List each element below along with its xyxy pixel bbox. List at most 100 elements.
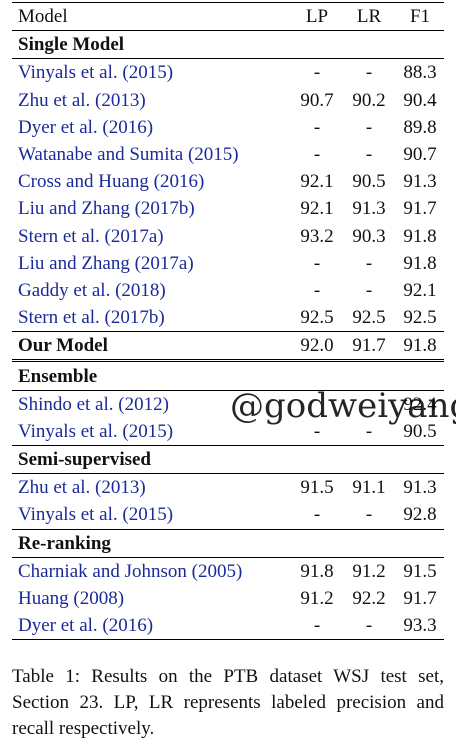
- citation-link[interactable]: Vinyals et al. (2015): [18, 420, 174, 442]
- lp-cell: -: [313, 116, 321, 138]
- table-row: Cross and Huang (2016) 92.1 90.5 91.3: [12, 168, 444, 195]
- table-row: Zhu et al. (2013) 91.5 91.1 91.3: [12, 474, 444, 502]
- lp-cell: 92.1: [300, 171, 334, 193]
- header-f1: F1: [409, 6, 431, 28]
- f1-cell: 92.1: [403, 279, 437, 301]
- model-cell: Vinyals et al. (2015): [12, 418, 292, 446]
- lr-cell: 91.3: [352, 198, 386, 220]
- lr-cell: 91.2: [352, 560, 386, 582]
- citation-link[interactable]: Shindo et al. (2012): [18, 393, 169, 415]
- citation-link[interactable]: Vinyals et al. (2015): [18, 62, 174, 84]
- citation-link[interactable]: Liu and Zhang (2017b): [18, 198, 195, 220]
- lr-cell: 91.1: [352, 477, 386, 499]
- section-heading: Re-ranking: [12, 528, 444, 558]
- table-row: Watanabe and Sumita (2015) - - 90.7: [12, 141, 444, 168]
- section-heading-row: Re-ranking: [12, 528, 444, 558]
- table-row: Huang (2008) 91.2 92.2 91.7: [12, 585, 444, 612]
- lp-cell: -: [313, 504, 321, 526]
- lr-cell: -: [365, 504, 373, 526]
- model-cell: Watanabe and Sumita (2015): [12, 141, 292, 168]
- citation-link[interactable]: Cross and Huang (2016): [18, 171, 205, 193]
- f1-cell: 90.5: [403, 420, 437, 442]
- model-cell: Dyer et al. (2016): [12, 612, 292, 641]
- section-heading: Ensemble: [12, 360, 444, 391]
- lr-cell: -: [365, 62, 373, 84]
- f1-cell: 91.3: [403, 477, 437, 499]
- f1-cell: 93.3: [396, 612, 444, 641]
- model-cell: Our Model: [12, 331, 292, 363]
- header-lp: LP: [305, 6, 329, 28]
- lr-cell: 92.5: [352, 307, 386, 329]
- lp-cell: 92.1: [300, 198, 334, 220]
- model-cell: Dyer et al. (2016): [12, 114, 292, 141]
- f1-cell: 91.7: [403, 198, 437, 220]
- lp-cell: 91.2: [300, 588, 334, 610]
- model-cell: Liu and Zhang (2017b): [12, 195, 292, 222]
- model-cell: Cross and Huang (2016): [12, 168, 292, 195]
- lp-cell: 91.5: [300, 477, 334, 499]
- table-row: Dyer et al. (2016) - - 89.8: [12, 114, 444, 141]
- lp-cell: 91.8: [300, 560, 334, 582]
- watermark: @godweiyang: [230, 386, 456, 426]
- citation-link[interactable]: Vinyals et al. (2015): [18, 504, 174, 526]
- f1-cell: 91.7: [403, 588, 437, 610]
- table-row: Liu and Zhang (2017b) 92.1 91.3 91.7: [12, 195, 444, 222]
- table-row: Gaddy et al. (2018) - - 92.1: [12, 277, 444, 304]
- lr-cell: -: [365, 144, 373, 166]
- citation-link[interactable]: Zhu et al. (2013): [18, 477, 146, 499]
- f1-cell: 92.5: [403, 307, 437, 329]
- header-model: Model: [18, 6, 68, 28]
- citation-link[interactable]: Watanabe and Sumita (2015): [18, 144, 239, 166]
- table-row: Charniak and Johnson (2005) 91.8 91.2 91.5: [12, 557, 444, 585]
- citation-link[interactable]: Dyer et al. (2016): [18, 116, 154, 138]
- section-heading-row: Single Model: [12, 30, 444, 60]
- model-cell: Huang (2008): [12, 585, 292, 612]
- section-heading-row: Ensemble: [12, 360, 444, 391]
- f1-cell: 91.3: [403, 171, 437, 193]
- table-header-row: Model LP LR F1: [12, 2, 444, 31]
- citation-link[interactable]: Gaddy et al. (2018): [18, 279, 166, 301]
- citation-link[interactable]: Stern et al. (2017b): [18, 307, 165, 329]
- section-heading: Semi-supervised: [12, 444, 444, 475]
- lp-cell: 90.7: [300, 89, 334, 111]
- table-row: Shindo et al. (2012) 92.4: [12, 390, 444, 418]
- table-body: Single Model Vinyals et al. (2015) - -88.3 Z…: [12, 30, 444, 641]
- section-heading-row: Semi-supervised: [12, 444, 444, 475]
- lp-cell: -: [313, 252, 321, 274]
- section-heading: Single Model: [12, 30, 444, 60]
- citation-link[interactable]: Liu and Zhang (2017a): [18, 252, 194, 274]
- model-cell: Shindo et al. (2012): [12, 390, 292, 418]
- results-table: Model LP LR F1 Single Model Vinyals et al…: [12, 2, 444, 641]
- citation-link[interactable]: Charniak and Johnson (2005): [18, 560, 243, 582]
- citation-link[interactable]: Stern et al. (2017a): [18, 225, 164, 247]
- lp-cell: -: [313, 144, 321, 166]
- table-row: Stern et al. (2017b) 92.5 92.5 92.5: [12, 304, 444, 332]
- lr-cell: 90.5: [352, 171, 386, 193]
- model-cell: Vinyals et al. (2015): [12, 501, 292, 529]
- citation-link[interactable]: Huang (2008): [18, 588, 125, 610]
- f1-cell: 91.8: [403, 252, 437, 274]
- lr-cell: 90.3: [352, 225, 386, 247]
- model-cell: Gaddy et al. (2018): [12, 277, 292, 304]
- lp-cell: -: [313, 62, 321, 84]
- lr-cell: -: [365, 420, 373, 442]
- citation-link[interactable]: Zhu et al. (2013): [18, 89, 146, 111]
- lp-cell: 92.5: [300, 307, 334, 329]
- table-row: Zhu et al. (2013) 90.7 90.2 90.4: [12, 87, 444, 114]
- results-table-wrapper: Model LP LR F1 Single Model Vinyals et al…: [12, 2, 444, 641]
- table-row: Our Model 92.0 91.7 91.8: [12, 331, 444, 363]
- lp-cell: 93.2: [300, 225, 334, 247]
- lr-cell: 92.2: [352, 588, 386, 610]
- model-cell: Zhu et al. (2013): [12, 87, 292, 114]
- f1-cell: 90.7: [403, 144, 437, 166]
- table-row: Liu and Zhang (2017a) - - 91.8: [12, 250, 444, 277]
- citation-link[interactable]: Dyer et al. (2016): [18, 615, 154, 637]
- lr-cell: -: [365, 116, 373, 138]
- f1-cell: 91.8: [403, 225, 437, 247]
- lr-cell: 91.7: [342, 331, 396, 363]
- lp-cell: -: [313, 420, 321, 442]
- table-caption: Table 1: Results on the PTB dataset WSJ …: [12, 666, 444, 739]
- model-cell: Stern et al. (2017a): [12, 223, 292, 250]
- table-row: Vinyals et al. (2015) - - 92.8: [12, 501, 444, 529]
- lr-cell: -: [365, 252, 373, 274]
